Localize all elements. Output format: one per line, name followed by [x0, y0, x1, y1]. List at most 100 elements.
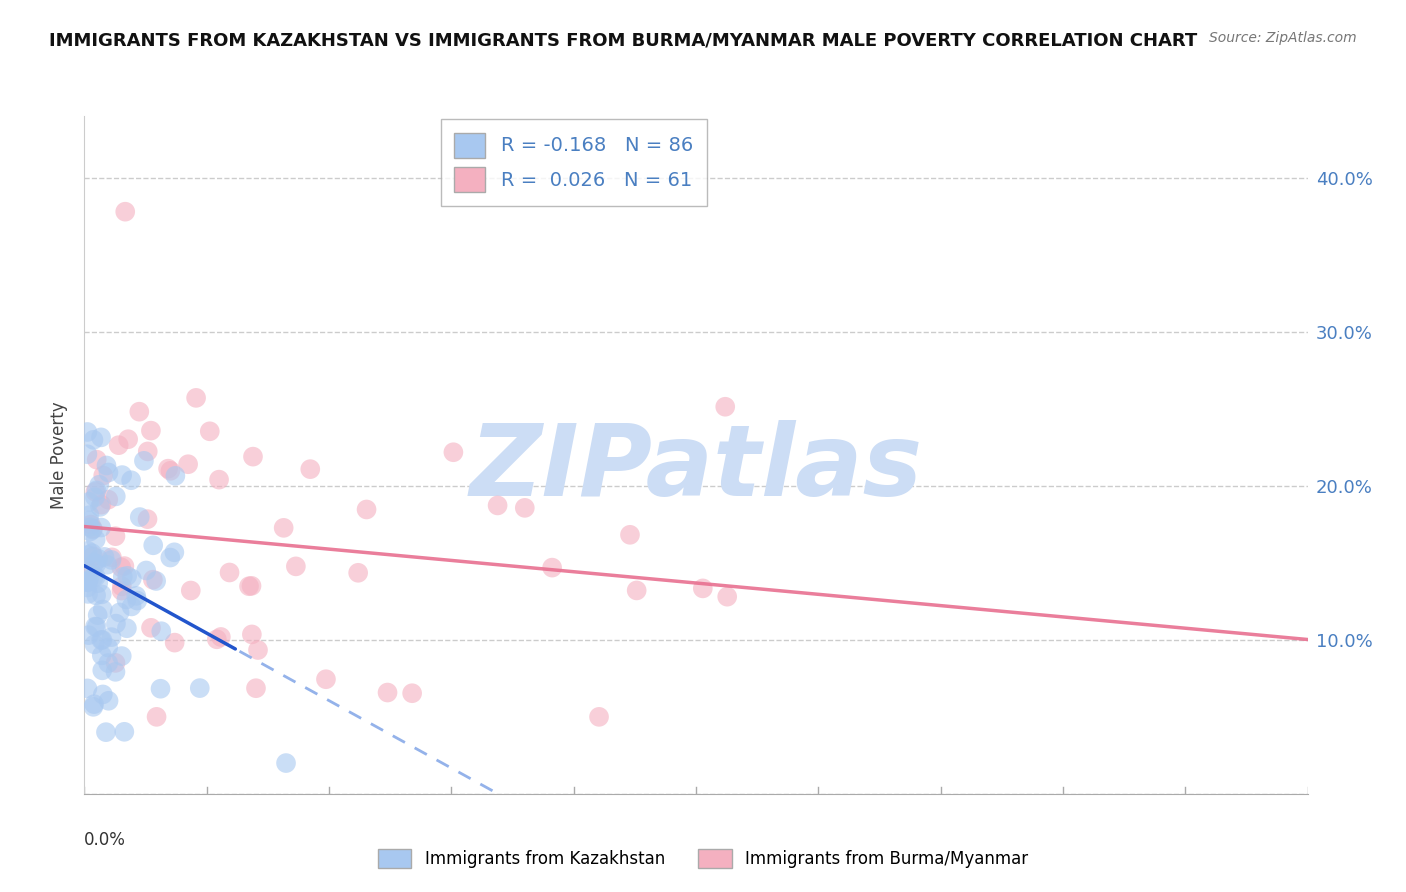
Point — [356, 502, 378, 516]
Point — [79, 524, 101, 539]
Point — [112, 724, 135, 739]
Point — [100, 630, 122, 644]
Point — [125, 589, 148, 603]
Point — [205, 632, 228, 647]
Point — [104, 529, 127, 543]
Point — [91, 688, 114, 702]
Point — [82, 699, 104, 714]
Point — [79, 508, 101, 523]
Point — [145, 710, 167, 724]
Point — [84, 490, 107, 504]
Point — [76, 544, 98, 558]
Point — [347, 566, 370, 580]
Point — [97, 640, 120, 655]
Point — [83, 570, 105, 584]
Point — [110, 560, 132, 574]
Text: Source: ZipAtlas.com: Source: ZipAtlas.com — [1209, 31, 1357, 45]
Point — [76, 575, 98, 590]
Point — [108, 606, 131, 620]
Point — [83, 697, 105, 711]
Point — [84, 588, 107, 602]
Point — [91, 663, 114, 677]
Point — [110, 583, 132, 598]
Point — [97, 694, 120, 708]
Point — [159, 550, 181, 565]
Point — [145, 574, 167, 588]
Point — [273, 521, 295, 535]
Point — [441, 445, 464, 459]
Point — [86, 608, 108, 623]
Point — [76, 681, 98, 696]
Point — [619, 528, 641, 542]
Legend: Immigrants from Kazakhstan, Immigrants from Burma/Myanmar: Immigrants from Kazakhstan, Immigrants f… — [371, 842, 1035, 875]
Point — [76, 581, 98, 595]
Point — [188, 681, 211, 695]
Point — [218, 566, 240, 580]
Point — [626, 583, 648, 598]
Point — [139, 424, 162, 438]
Point — [82, 549, 104, 564]
Point — [101, 550, 124, 565]
Point — [142, 573, 165, 587]
Point — [77, 513, 100, 527]
Point — [198, 425, 221, 439]
Point — [139, 621, 162, 635]
Point — [76, 574, 98, 589]
Point — [240, 627, 263, 641]
Point — [77, 495, 100, 509]
Point — [115, 621, 138, 635]
Point — [541, 560, 564, 574]
Point — [114, 204, 136, 219]
Point — [90, 648, 112, 663]
Point — [77, 628, 100, 642]
Y-axis label: Male Poverty: Male Poverty — [51, 401, 69, 508]
Point — [111, 468, 134, 483]
Point — [208, 473, 231, 487]
Point — [89, 477, 111, 491]
Point — [96, 458, 118, 473]
Point — [86, 483, 108, 498]
Point — [84, 533, 107, 547]
Point — [93, 549, 115, 564]
Point — [76, 447, 98, 461]
Point — [104, 656, 127, 670]
Point — [163, 545, 186, 559]
Point — [135, 564, 157, 578]
Point — [84, 570, 107, 584]
Point — [82, 433, 104, 447]
Point — [82, 523, 104, 537]
Point — [89, 500, 111, 514]
Point — [90, 632, 112, 647]
Point — [401, 686, 423, 700]
Point — [136, 444, 159, 458]
Point — [80, 517, 103, 532]
Point — [242, 450, 264, 464]
Text: IMMIGRANTS FROM KAZAKHSTAN VS IMMIGRANTS FROM BURMA/MYANMAR MALE POVERTY CORRELA: IMMIGRANTS FROM KAZAKHSTAN VS IMMIGRANTS… — [49, 31, 1198, 49]
Point — [84, 619, 107, 633]
Point — [513, 500, 536, 515]
Point — [111, 579, 134, 593]
Point — [149, 681, 172, 696]
Point — [163, 635, 186, 649]
Point — [209, 630, 232, 644]
Point — [104, 489, 127, 503]
Point — [82, 522, 104, 536]
Point — [87, 551, 110, 566]
Point — [128, 510, 150, 524]
Point — [104, 665, 127, 679]
Point — [111, 649, 134, 664]
Text: 0.0%: 0.0% — [84, 831, 127, 849]
Point — [97, 466, 120, 480]
Point — [274, 756, 297, 770]
Point — [132, 454, 155, 468]
Point — [247, 643, 270, 657]
Point — [100, 553, 122, 567]
Point — [96, 558, 118, 572]
Point — [86, 452, 108, 467]
Point — [240, 579, 263, 593]
Point — [184, 391, 207, 405]
Point — [90, 430, 112, 444]
Point — [692, 582, 714, 596]
Point — [84, 484, 107, 499]
Point — [128, 405, 150, 419]
